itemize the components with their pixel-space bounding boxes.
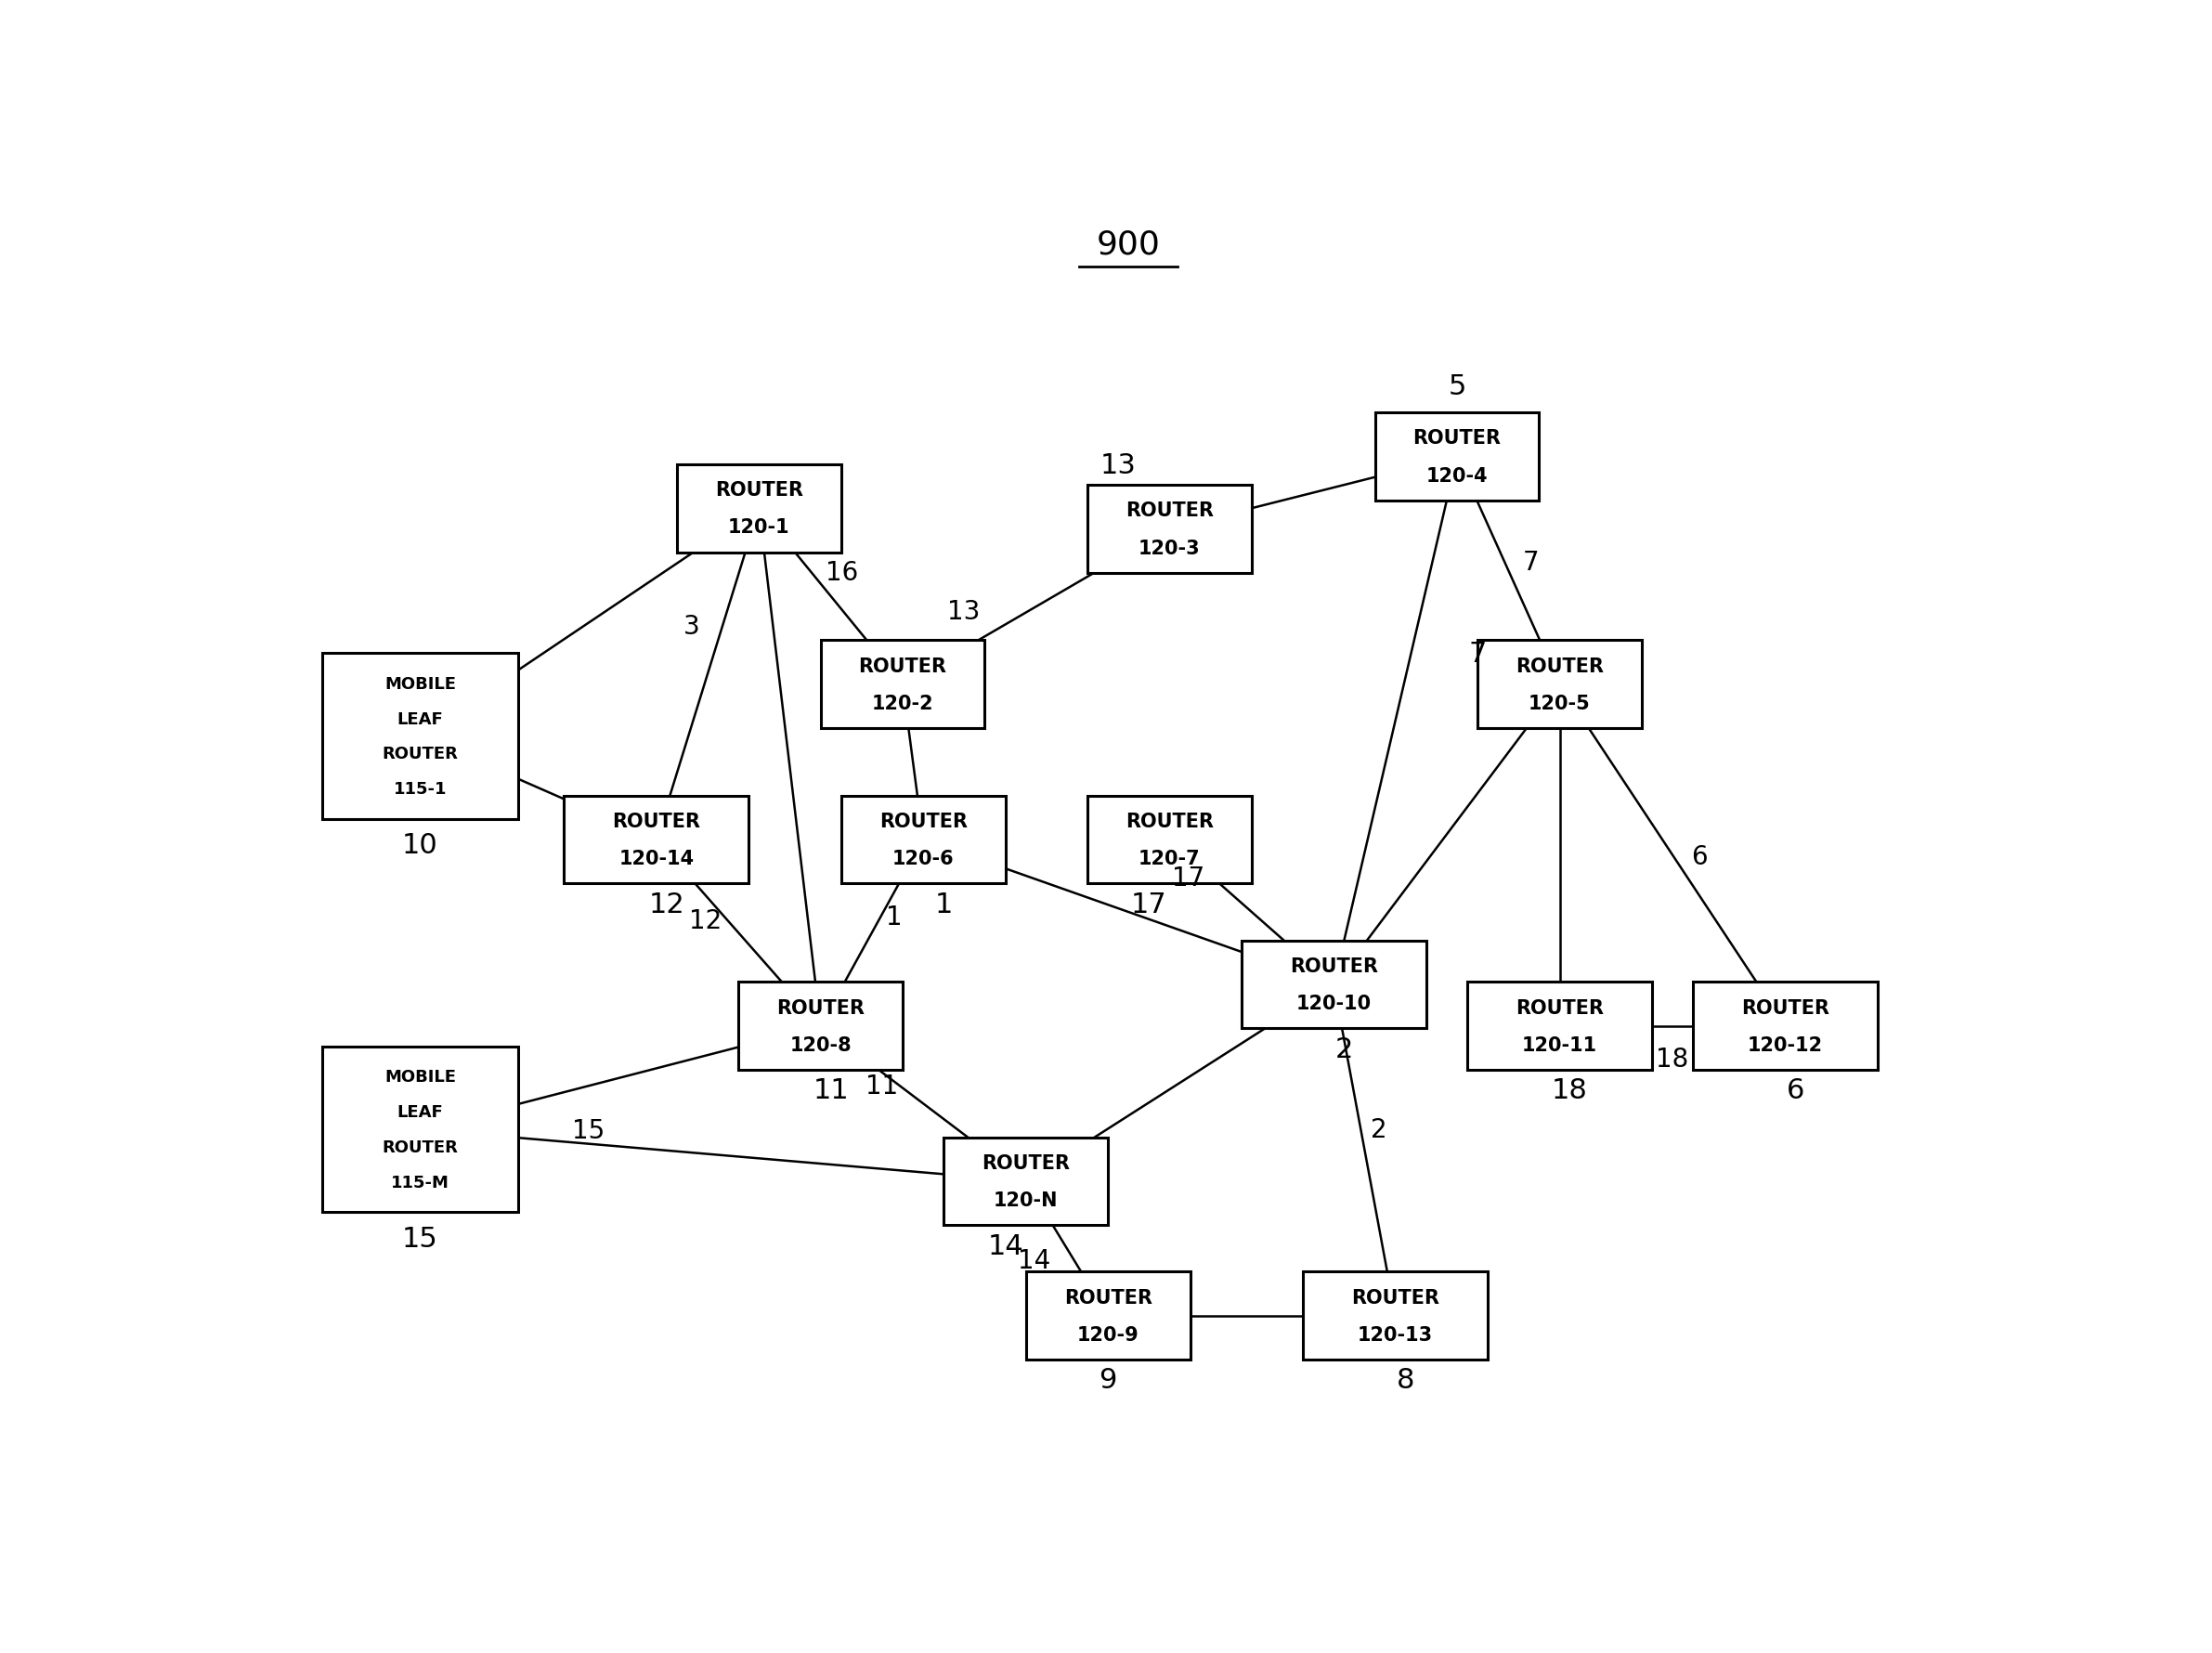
FancyBboxPatch shape	[1088, 797, 1252, 884]
FancyBboxPatch shape	[1376, 413, 1540, 501]
Text: ROUTER: ROUTER	[1064, 1288, 1152, 1306]
FancyBboxPatch shape	[1026, 1271, 1190, 1360]
Text: 120-10: 120-10	[1296, 993, 1371, 1013]
Text: 14: 14	[1018, 1248, 1051, 1273]
Text: 15: 15	[573, 1117, 604, 1144]
Text: ROUTER: ROUTER	[878, 812, 967, 830]
Text: 120-3: 120-3	[1139, 539, 1201, 557]
Text: 16: 16	[825, 559, 858, 585]
Text: 3: 3	[684, 613, 699, 640]
Text: ROUTER: ROUTER	[1290, 957, 1378, 975]
Text: 120-7: 120-7	[1139, 850, 1201, 868]
Text: ROUTER: ROUTER	[982, 1154, 1071, 1172]
Text: 120-12: 120-12	[1747, 1035, 1823, 1055]
Text: 11: 11	[865, 1073, 898, 1099]
FancyBboxPatch shape	[1467, 982, 1652, 1069]
Text: 5: 5	[1449, 374, 1467, 400]
Text: ROUTER: ROUTER	[1741, 998, 1829, 1017]
Text: ROUTER: ROUTER	[383, 746, 458, 762]
Text: 120-9: 120-9	[1077, 1326, 1139, 1344]
Text: LEAF: LEAF	[398, 1104, 442, 1121]
Text: 6: 6	[1787, 1076, 1805, 1104]
Text: ROUTER: ROUTER	[858, 656, 947, 676]
FancyBboxPatch shape	[1303, 1271, 1489, 1360]
Text: 8: 8	[1396, 1367, 1416, 1393]
Text: 9: 9	[1099, 1367, 1117, 1393]
Text: 120-2: 120-2	[872, 694, 933, 712]
Text: 2: 2	[1336, 1035, 1354, 1063]
FancyBboxPatch shape	[739, 982, 902, 1069]
FancyBboxPatch shape	[564, 797, 748, 884]
Text: ROUTER: ROUTER	[1126, 812, 1214, 830]
Text: 13: 13	[947, 598, 980, 625]
Text: ROUTER: ROUTER	[383, 1139, 458, 1155]
FancyBboxPatch shape	[323, 1046, 518, 1212]
Text: 120-11: 120-11	[1522, 1035, 1597, 1055]
Text: 120-N: 120-N	[993, 1190, 1057, 1210]
Text: 15: 15	[403, 1225, 438, 1251]
FancyBboxPatch shape	[1088, 486, 1252, 574]
Text: 17: 17	[1172, 865, 1203, 891]
Text: ROUTER: ROUTER	[613, 812, 701, 830]
FancyBboxPatch shape	[677, 464, 841, 552]
Text: LEAF: LEAF	[398, 711, 442, 727]
Text: 115-M: 115-M	[392, 1174, 449, 1190]
Text: 14: 14	[987, 1231, 1024, 1260]
Text: 10: 10	[403, 831, 438, 858]
Text: MOBILE: MOBILE	[385, 676, 456, 693]
Text: 1: 1	[887, 904, 902, 931]
FancyBboxPatch shape	[1241, 941, 1427, 1028]
Text: 120-13: 120-13	[1358, 1326, 1433, 1344]
Text: 17: 17	[1130, 891, 1168, 917]
Text: 1: 1	[936, 891, 953, 917]
Text: 120-6: 120-6	[891, 850, 953, 868]
Text: 120-4: 120-4	[1427, 466, 1489, 484]
Text: ROUTER: ROUTER	[714, 481, 803, 499]
Text: ROUTER: ROUTER	[1413, 430, 1502, 448]
Text: 7: 7	[1522, 549, 1540, 575]
FancyBboxPatch shape	[841, 797, 1004, 884]
Text: 18: 18	[1553, 1076, 1588, 1104]
FancyBboxPatch shape	[1692, 982, 1878, 1069]
FancyBboxPatch shape	[1478, 641, 1641, 729]
Text: 120-1: 120-1	[728, 517, 790, 537]
Text: ROUTER: ROUTER	[1352, 1288, 1440, 1306]
FancyBboxPatch shape	[323, 653, 518, 820]
Text: 13: 13	[1099, 451, 1137, 479]
Text: 115-1: 115-1	[394, 780, 447, 798]
Text: 6: 6	[1692, 845, 1708, 869]
FancyBboxPatch shape	[821, 641, 984, 729]
Text: 12: 12	[690, 907, 721, 934]
Text: 120-5: 120-5	[1528, 694, 1590, 712]
Text: ROUTER: ROUTER	[1515, 998, 1604, 1017]
Text: 12: 12	[648, 891, 684, 917]
Text: ROUTER: ROUTER	[1515, 656, 1604, 676]
FancyBboxPatch shape	[945, 1137, 1108, 1225]
Text: 120-14: 120-14	[619, 850, 695, 868]
Text: 2: 2	[1371, 1117, 1387, 1142]
Text: MOBILE: MOBILE	[385, 1068, 456, 1086]
Text: ROUTER: ROUTER	[1126, 501, 1214, 521]
Text: 18: 18	[1657, 1046, 1690, 1073]
Text: 120-8: 120-8	[790, 1035, 852, 1055]
Text: ROUTER: ROUTER	[776, 998, 865, 1017]
Text: 900: 900	[1097, 230, 1161, 261]
Text: 11: 11	[812, 1076, 849, 1104]
Text: 7: 7	[1469, 640, 1486, 668]
